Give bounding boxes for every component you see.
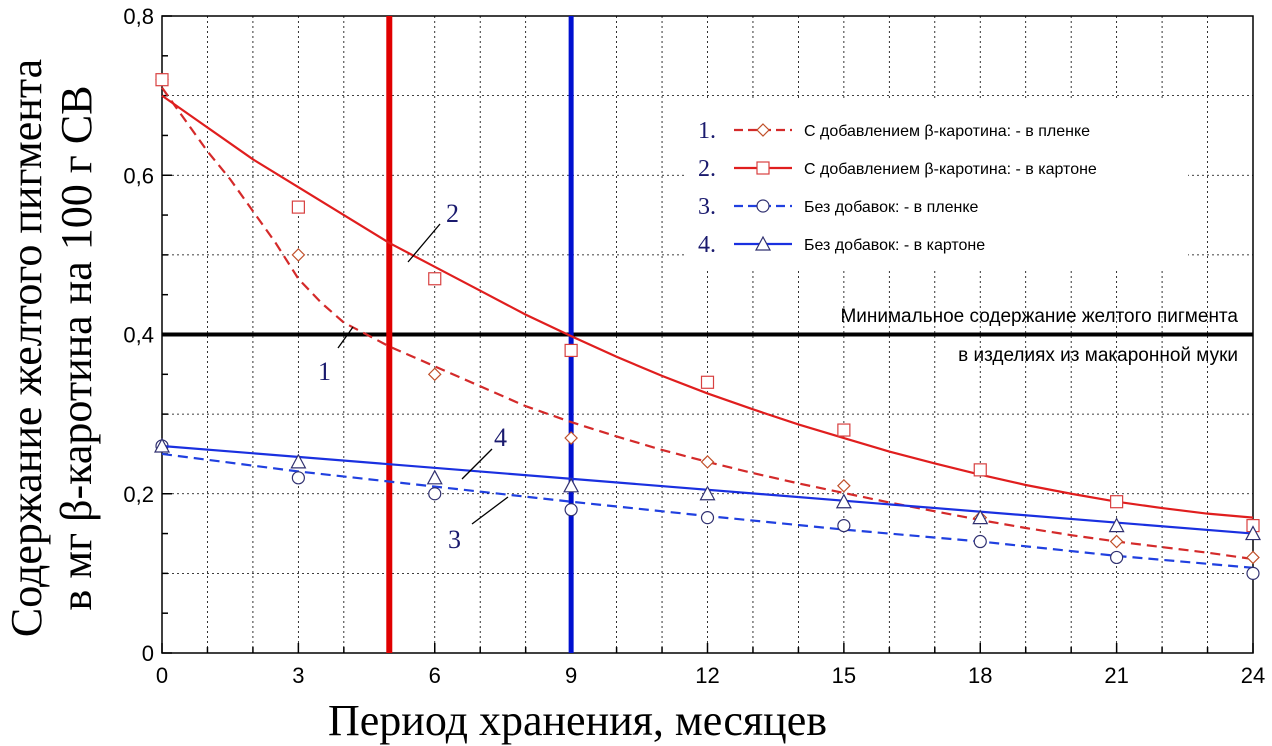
series-2-line bbox=[161, 94, 1254, 519]
callout-label-2: 2 bbox=[446, 199, 459, 228]
series-2-point bbox=[564, 343, 578, 358]
legend-number: 3. bbox=[698, 194, 716, 220]
series-4-point bbox=[290, 453, 307, 469]
legend-label: Без добавок: - в картоне bbox=[804, 237, 985, 254]
x-tick-label: 21 bbox=[1104, 663, 1128, 688]
y-tick-label: 0,6 bbox=[123, 163, 154, 188]
callout-label-1: 1 bbox=[318, 357, 331, 386]
series-4-point bbox=[153, 437, 171, 453]
legend-label: С добавлением β-каротина: - в пленке bbox=[804, 123, 1090, 140]
y-tick-label: 0 bbox=[142, 641, 154, 666]
series-1-point bbox=[291, 248, 306, 262]
series-4-point bbox=[1244, 525, 1262, 541]
series-4-point bbox=[699, 485, 716, 501]
series-3-point bbox=[1246, 566, 1260, 580]
series-4-point bbox=[1108, 517, 1125, 533]
legend-swatch-marker bbox=[754, 235, 772, 251]
series-1-point bbox=[1246, 550, 1260, 565]
x-tick-label: 6 bbox=[429, 663, 441, 688]
callout-label-3: 3 bbox=[448, 525, 461, 554]
series-1-point bbox=[427, 367, 442, 382]
legend-label: Без добавок: - в пленке bbox=[804, 199, 979, 216]
series-3-point bbox=[291, 471, 305, 485]
series-2-point bbox=[155, 73, 169, 87]
legend-swatch-marker bbox=[756, 161, 770, 175]
series-3-point bbox=[700, 511, 715, 525]
callout-leader-2 bbox=[407, 223, 441, 263]
series-3-point bbox=[1110, 550, 1124, 565]
series-2-point bbox=[428, 272, 442, 286]
y-tick-label: 0,4 bbox=[123, 323, 154, 348]
series-2-point bbox=[973, 463, 987, 477]
legend-swatch-marker bbox=[756, 123, 770, 137]
y-axis-title-line1: Содержание желтого пигмента bbox=[2, 59, 51, 637]
legend-number: 1. bbox=[698, 118, 716, 144]
y-tick-label: 0,8 bbox=[123, 4, 154, 29]
x-tick-label: 15 bbox=[832, 663, 856, 688]
series-2-point bbox=[1110, 495, 1124, 509]
series-4-point bbox=[563, 477, 580, 493]
legend-number: 2. bbox=[698, 156, 716, 182]
x-axis-title: Период хранения, месяцев bbox=[328, 696, 827, 745]
x-tick-label: 18 bbox=[968, 663, 992, 688]
callout-leader-1 bbox=[337, 326, 354, 349]
legend-box bbox=[685, 98, 1188, 268]
y-axis-title-line2: в мг β-каротина на 100 г СВ bbox=[52, 85, 101, 610]
y-tick-label: 0,2 bbox=[123, 482, 154, 507]
series-1-point bbox=[837, 478, 851, 493]
legend-swatch-marker bbox=[756, 199, 770, 213]
series-1-point bbox=[700, 455, 715, 469]
annotation-pasta-flour: в изделиях из макаронной муки bbox=[958, 345, 1238, 366]
legend-number: 4. bbox=[698, 232, 716, 258]
series-3-point bbox=[973, 534, 987, 549]
legend-label: С добавлением β-каротина: - в картоне bbox=[804, 161, 1097, 178]
series-4-point bbox=[426, 469, 443, 485]
x-tick-label: 9 bbox=[565, 663, 577, 688]
series-2-point bbox=[291, 200, 305, 214]
x-tick-label: 12 bbox=[695, 663, 719, 688]
series-1-point bbox=[564, 431, 578, 445]
callout-label-4: 4 bbox=[494, 423, 507, 452]
series-3-point bbox=[837, 518, 851, 533]
annotation-min-pigment: Минимальное содержание желтого пигмента bbox=[840, 306, 1238, 327]
callout-leader-4 bbox=[461, 448, 493, 480]
callout-leader-3 bbox=[471, 496, 509, 525]
x-tick-label: 24 bbox=[1241, 663, 1265, 688]
series-2-point bbox=[700, 375, 715, 389]
series-1-point bbox=[1109, 534, 1124, 549]
series-4-point bbox=[835, 493, 852, 509]
x-tick-label: 3 bbox=[292, 663, 304, 688]
series-1-line bbox=[161, 87, 1254, 561]
series-2-point bbox=[837, 423, 851, 437]
series-3-point bbox=[428, 487, 442, 501]
series-4-point bbox=[972, 509, 989, 525]
series-3-point bbox=[564, 503, 578, 517]
x-tick-label: 0 bbox=[156, 663, 168, 688]
